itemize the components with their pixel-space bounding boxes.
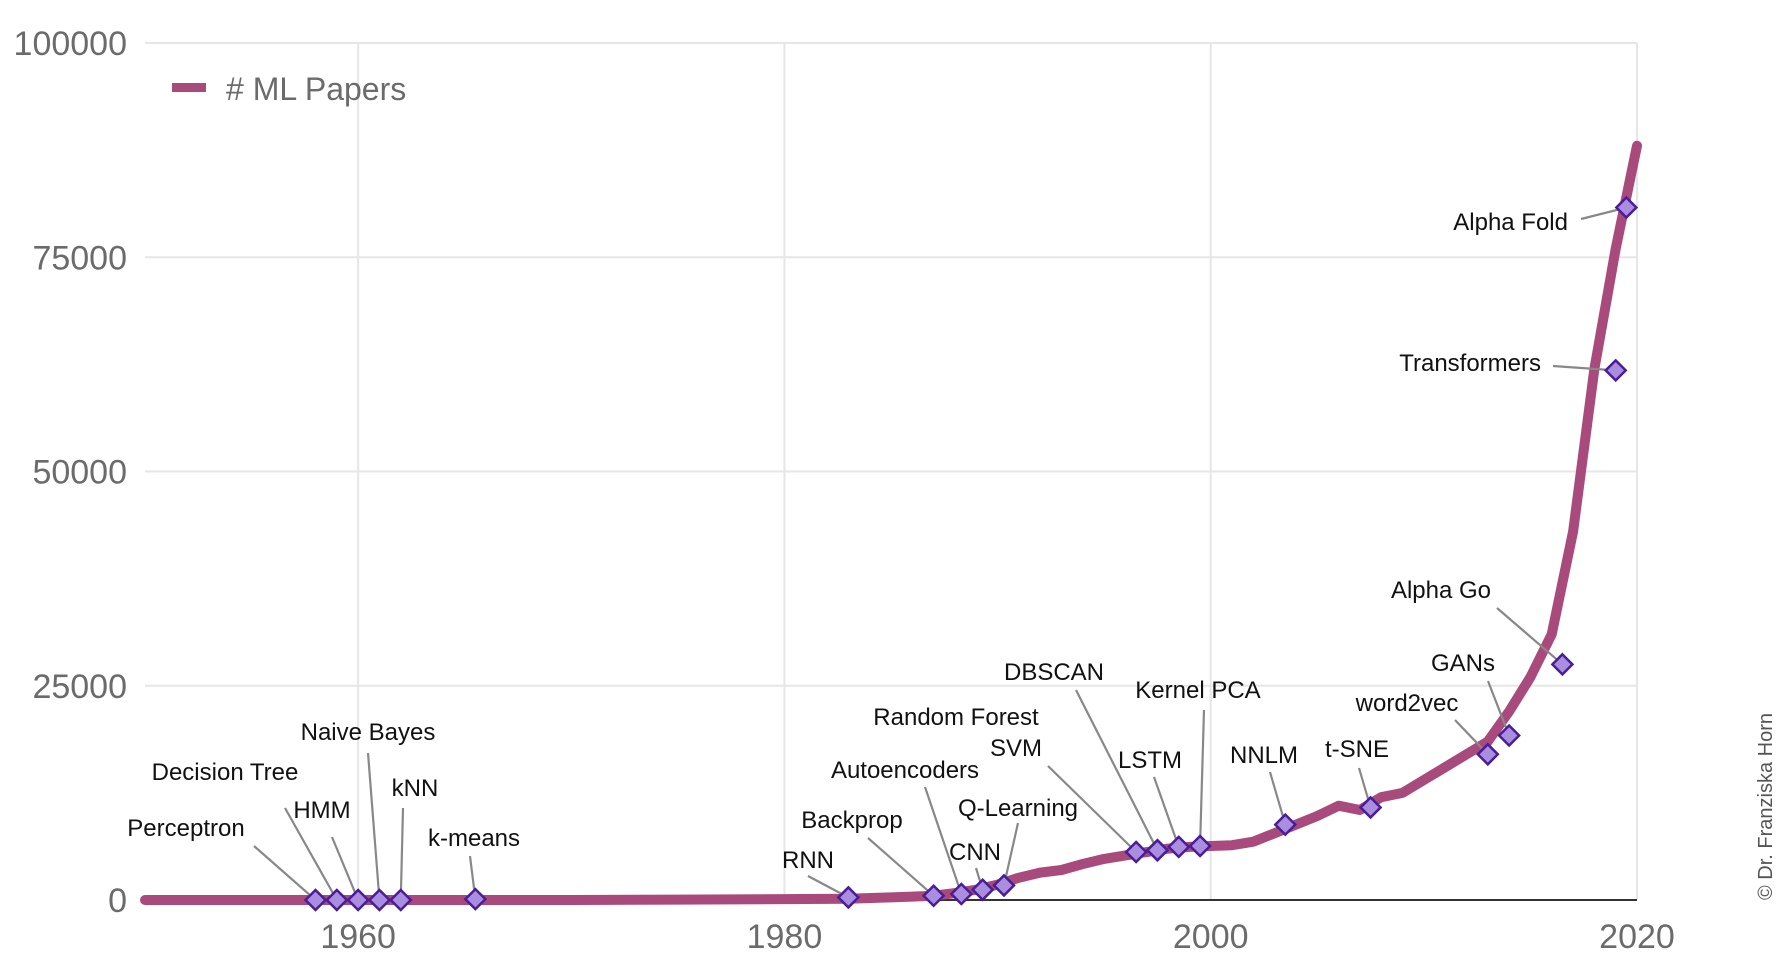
annotation-marker bbox=[1166, 835, 1191, 859]
annotation-label: kNN bbox=[392, 775, 439, 802]
annotation-leader bbox=[399, 807, 405, 901]
annotation-marker bbox=[1145, 838, 1170, 863]
annotation-leader bbox=[284, 807, 338, 901]
annotation-leader bbox=[1486, 680, 1511, 736]
x-tick-label: 2000 bbox=[1173, 918, 1249, 955]
annotation-leader bbox=[1075, 689, 1159, 851]
annotation-leader bbox=[1496, 607, 1564, 666]
annotation-marker bbox=[367, 888, 392, 912]
x-tick-label: 1980 bbox=[747, 918, 823, 955]
annotation-label: HMM bbox=[293, 797, 350, 824]
annotation-label: k-means bbox=[428, 825, 520, 852]
y-tick-label: 75000 bbox=[32, 239, 127, 277]
x-tick-label: 2020 bbox=[1599, 918, 1675, 955]
x-tick-label: 1960 bbox=[320, 918, 396, 955]
axes: 0 25000 50000 75000 100000 1960 1980 2000 2020 bbox=[14, 25, 1675, 955]
annotation-label: RNN bbox=[782, 847, 834, 874]
grid bbox=[145, 42, 1638, 900]
annotation-label: Transformers bbox=[1399, 350, 1541, 377]
annotation-label: Decision Tree bbox=[152, 759, 299, 786]
annotation-label: NNLM bbox=[1230, 742, 1298, 769]
annotation-marker bbox=[1124, 840, 1148, 864]
annotation-marker bbox=[1273, 812, 1298, 837]
annotation-marker bbox=[1614, 195, 1639, 220]
annotation-label: CNN bbox=[949, 839, 1001, 866]
y-tick-label: 0 bbox=[108, 882, 127, 920]
annotation-label: Random Forest bbox=[873, 704, 1039, 731]
annotation-label: Alpha Fold bbox=[1453, 209, 1568, 236]
series-ml-papers bbox=[140, 140, 1642, 905]
annotation-label: GANs bbox=[1431, 650, 1495, 677]
annotation-label: t-SNE bbox=[1325, 736, 1389, 763]
y-tick-label: 50000 bbox=[32, 454, 127, 492]
annotation-marker bbox=[463, 887, 488, 911]
annotation-marker bbox=[1358, 795, 1383, 820]
annotation-label: SVM bbox=[990, 735, 1042, 762]
annotation-leader bbox=[867, 837, 935, 897]
annotation-leader bbox=[366, 752, 381, 901]
legend-swatch bbox=[172, 83, 206, 92]
series-line bbox=[140, 140, 1642, 905]
y-tick-label: 100000 bbox=[14, 25, 127, 63]
annotation-leader bbox=[1198, 709, 1206, 847]
annotation-leader bbox=[1002, 822, 1020, 886]
annotation-label: Q-Learning bbox=[958, 795, 1078, 822]
markers bbox=[303, 195, 1639, 912]
annotation-label: Autoencoders bbox=[831, 757, 979, 784]
annotation-marker bbox=[949, 882, 974, 906]
annotation-label: Kernel PCA bbox=[1135, 677, 1260, 704]
legend: # ML Papers bbox=[172, 71, 406, 107]
y-tick-label: 25000 bbox=[32, 668, 127, 706]
annotation-marker bbox=[325, 888, 349, 912]
annotation-label: Alpha Go bbox=[1391, 577, 1491, 604]
annotation-label: Perceptron bbox=[127, 815, 244, 842]
annotation-label: word2vec bbox=[1355, 690, 1459, 717]
annotation-label: Backprop bbox=[801, 807, 902, 834]
annotation-marker bbox=[1497, 723, 1521, 748]
annotation-label: Naive Bayes bbox=[301, 719, 436, 746]
annotation-leader bbox=[1152, 776, 1180, 848]
annotation-leader bbox=[330, 836, 360, 901]
annotation-marker bbox=[992, 873, 1016, 898]
credit-text: © Dr. Franziska Horn bbox=[1755, 713, 1777, 900]
annotations: Perceptron Decision Tree HMM Naive Bayes kNN… bbox=[127, 206, 1627, 901]
annotation-marker bbox=[921, 883, 946, 908]
annotation-marker bbox=[836, 885, 861, 910]
legend-label: # ML Papers bbox=[226, 71, 406, 107]
annotation-marker bbox=[389, 888, 413, 912]
annotation-marker bbox=[1476, 742, 1500, 767]
annotation-marker bbox=[346, 888, 370, 912]
annotation-marker bbox=[303, 888, 328, 912]
annotation-leader bbox=[923, 786, 963, 895]
annotation-marker bbox=[1550, 652, 1575, 677]
annotation-leader bbox=[1047, 765, 1137, 853]
annotation-marker bbox=[1603, 358, 1628, 383]
annotation-label: DBSCAN bbox=[1004, 659, 1104, 686]
annotation-marker bbox=[970, 877, 995, 902]
annotation-label: LSTM bbox=[1118, 747, 1182, 774]
annotation-leader bbox=[253, 845, 317, 901]
annotation-marker bbox=[1188, 834, 1212, 858]
